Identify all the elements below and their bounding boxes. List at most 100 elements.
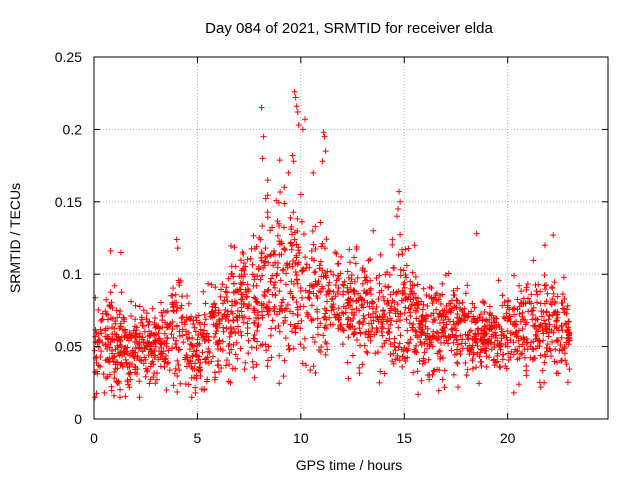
data-point	[198, 386, 205, 393]
data-point	[439, 280, 446, 287]
data-point	[476, 380, 483, 387]
data-point	[510, 305, 517, 312]
data-point	[527, 343, 534, 350]
data-point	[349, 306, 356, 313]
y-tick-label: 0.1	[63, 266, 83, 282]
data-point	[411, 346, 418, 353]
data-point	[234, 323, 241, 330]
data-point	[160, 348, 167, 355]
data-point	[393, 318, 400, 325]
data-point	[166, 367, 173, 374]
data-point	[222, 362, 229, 369]
data-point	[123, 360, 130, 367]
data-point	[447, 318, 454, 325]
data-point	[414, 281, 421, 288]
data-point	[397, 198, 404, 205]
data-point	[317, 219, 324, 226]
data-point	[364, 349, 371, 356]
data-point	[321, 315, 328, 322]
data-point	[97, 326, 104, 333]
data-point	[540, 330, 547, 337]
data-point	[264, 209, 271, 216]
data-point	[281, 184, 288, 191]
data-point	[554, 293, 561, 300]
data-point	[171, 370, 178, 377]
data-point	[240, 259, 247, 266]
data-point	[558, 334, 565, 341]
data-point	[92, 326, 99, 333]
data-point	[152, 324, 159, 331]
data-point	[314, 281, 321, 288]
data-point	[519, 309, 526, 316]
data-point	[510, 389, 517, 396]
data-point	[99, 310, 106, 317]
data-point	[191, 374, 198, 381]
data-point	[170, 334, 177, 341]
data-point	[530, 257, 537, 264]
data-point	[472, 339, 479, 346]
data-point	[297, 303, 304, 310]
data-point	[373, 304, 380, 311]
data-point	[429, 300, 436, 307]
data-point	[106, 302, 113, 309]
data-point	[111, 325, 118, 332]
data-point	[498, 335, 505, 342]
data-point	[396, 340, 403, 347]
data-point	[232, 263, 239, 270]
data-point	[312, 369, 319, 376]
data-point	[514, 296, 521, 303]
data-point	[446, 306, 453, 313]
data-point	[464, 331, 471, 338]
data-point	[237, 280, 244, 287]
data-point	[227, 379, 234, 386]
data-point	[223, 357, 230, 364]
data-point	[230, 341, 237, 348]
data-point	[232, 351, 239, 358]
data-point	[322, 148, 329, 155]
data-point	[424, 340, 431, 347]
data-point	[264, 192, 271, 199]
data-point	[297, 191, 304, 198]
data-point	[178, 302, 185, 309]
data-point	[211, 300, 218, 307]
data-point	[294, 306, 301, 313]
data-point	[293, 272, 300, 279]
data-point	[168, 331, 175, 338]
data-point	[469, 365, 476, 372]
data-point	[474, 317, 481, 324]
data-point	[217, 286, 224, 293]
data-point	[278, 240, 285, 247]
data-point	[399, 363, 406, 370]
data-point	[478, 346, 485, 353]
data-point	[517, 351, 524, 358]
data-point	[442, 271, 449, 278]
data-point	[264, 363, 271, 370]
data-point	[272, 259, 279, 266]
data-point	[396, 357, 403, 364]
data-point	[201, 321, 208, 328]
data-point	[367, 256, 374, 263]
data-point	[524, 281, 531, 288]
data-point	[294, 109, 301, 116]
data-point	[325, 282, 332, 289]
data-point	[376, 280, 383, 287]
x-tick-label: 5	[194, 430, 202, 446]
data-point	[293, 299, 300, 306]
data-point	[351, 326, 358, 333]
data-point	[419, 360, 426, 367]
data-point	[517, 318, 524, 325]
data-point	[269, 317, 276, 324]
data-point	[287, 321, 294, 328]
data-point	[462, 359, 469, 366]
data-point	[448, 326, 455, 333]
data-point	[247, 255, 254, 262]
data-point	[336, 315, 343, 322]
data-point	[480, 299, 487, 306]
data-point	[419, 306, 426, 313]
data-point	[173, 337, 180, 344]
data-point	[140, 307, 147, 314]
data-point	[197, 326, 204, 333]
data-point	[246, 315, 253, 322]
data-point	[404, 354, 411, 361]
data-point	[306, 295, 313, 302]
